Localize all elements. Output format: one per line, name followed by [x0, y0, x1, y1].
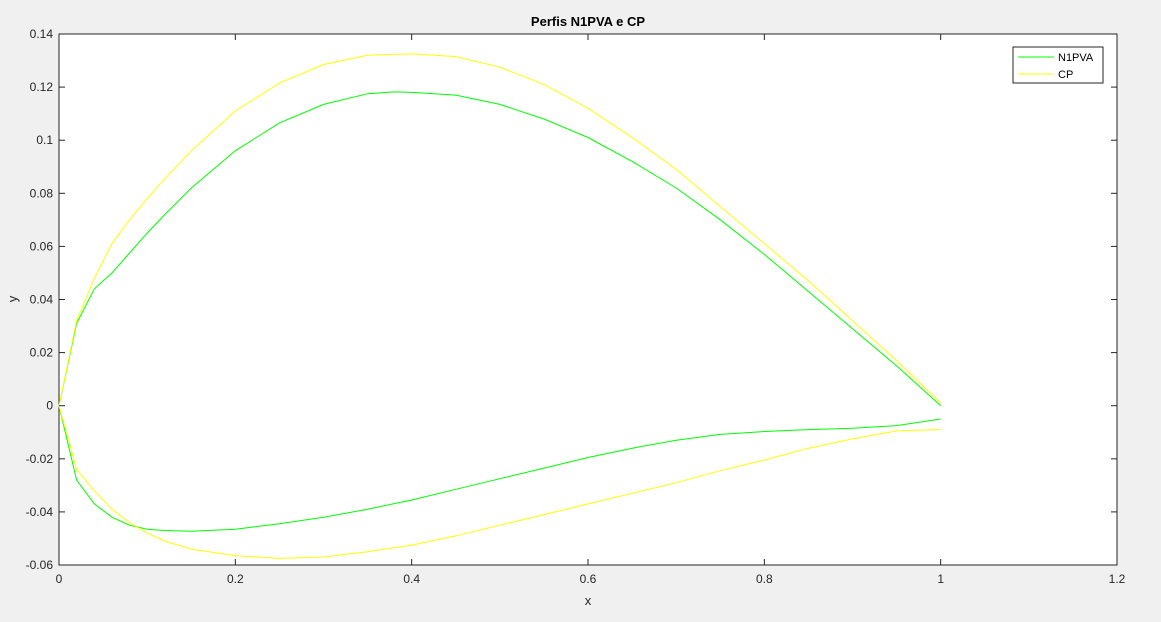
x-tick-label: 0.4 — [403, 572, 420, 586]
y-tick-label: 0.14 — [30, 27, 54, 41]
legend-label-n1pva: N1PVA — [1058, 52, 1094, 64]
legend-box — [1012, 46, 1104, 84]
x-tick-label: 1 — [937, 572, 944, 586]
y-tick-label: -0.02 — [26, 452, 54, 466]
y-tick-label: 0.12 — [30, 80, 54, 94]
y-tick-label: 0.06 — [30, 239, 54, 253]
x-tick-label: 0.8 — [756, 572, 773, 586]
x-tick-label: 0.6 — [580, 572, 597, 586]
x-tick-label: 0 — [56, 572, 63, 586]
y-tick-label: 0.1 — [36, 133, 53, 147]
y-tick-label: 0.02 — [30, 346, 54, 360]
y-tick-label: 0.08 — [30, 186, 54, 200]
y-tick-label: 0.04 — [30, 293, 54, 307]
x-tick-label: 1.2 — [1109, 572, 1126, 586]
y-axis-label: y — [5, 295, 20, 302]
x-axis-label: x — [585, 593, 592, 608]
y-tick-label: -0.06 — [26, 558, 54, 572]
plot-area — [58, 33, 1118, 566]
y-tick-label: -0.04 — [26, 505, 54, 519]
x-tick-label: 0.2 — [227, 572, 244, 586]
chart-title: Perfis N1PVA e CP — [531, 14, 645, 29]
legend-label-cp: CP — [1058, 69, 1073, 81]
y-tick-label: 0 — [46, 399, 53, 413]
legend[interactable]: N1PVA CP — [1012, 46, 1104, 84]
axis-ticks: 0 0.2 0.4 0.6 0.8 1 1.2 -0.06 -0.04 -0.02 0 0.02 0.0… — [26, 27, 1126, 586]
